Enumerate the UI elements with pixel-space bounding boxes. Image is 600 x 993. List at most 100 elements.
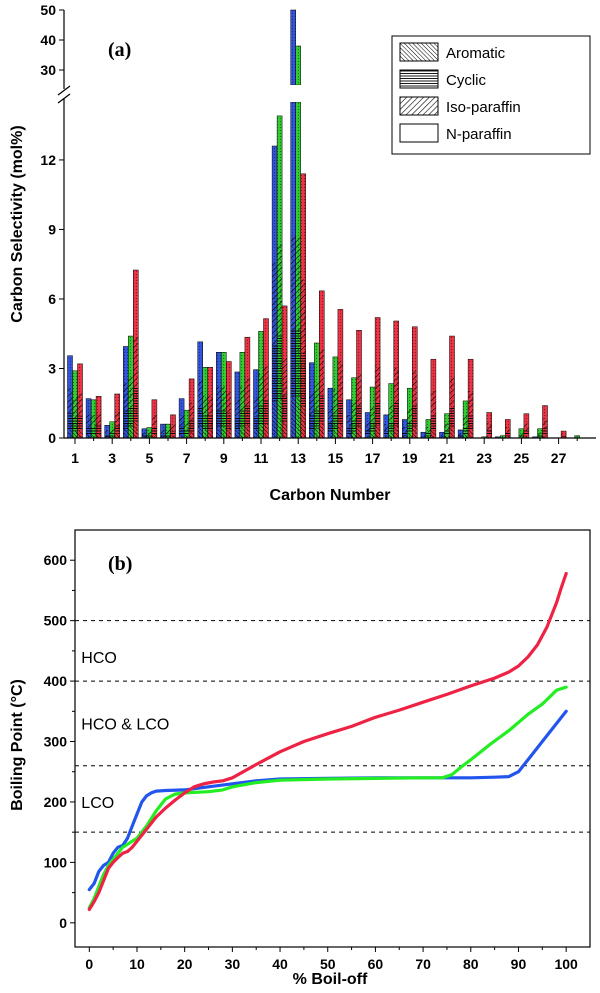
bar-band-iso-paraffin (258, 374, 264, 404)
bar-band-cyclic (523, 430, 529, 436)
legend-label-n-paraffin: N-paraffin (446, 126, 512, 143)
bar-band-cyclic (439, 436, 445, 438)
bar-band-aromatic (319, 423, 325, 438)
zone-label: HCO (81, 650, 117, 667)
x-tick-label: 25 (514, 450, 530, 466)
bar-band-cyclic (109, 433, 115, 437)
bar-band-cyclic (244, 405, 250, 426)
bar-band-cyclic (221, 410, 227, 428)
bar-band-iso-paraffin (463, 415, 469, 427)
bar-band-iso-paraffin (160, 429, 166, 434)
bar-band-iso-paraffin (290, 236, 296, 331)
bar-band-iso-paraffin (393, 367, 399, 403)
bar-band-aromatic (444, 435, 450, 438)
bar-band-iso-paraffin (327, 408, 333, 424)
y-tick-label: 500 (44, 613, 68, 629)
bar-band-cyclic (179, 426, 185, 435)
panel-b-y-axis-title: Boiling Point (°C) (9, 679, 26, 811)
bar-band-aromatic (109, 436, 115, 438)
x-tick-label: 80 (463, 956, 479, 972)
bar-band-aromatic (388, 432, 394, 438)
bar-band-iso-paraffin (574, 436, 580, 438)
bar-band-cyclic (146, 434, 152, 437)
bar-band-iso-paraffin (356, 373, 362, 406)
bar-band-iso-paraffin (412, 371, 418, 405)
bar-band-iso-paraffin (133, 337, 139, 388)
bar-band-cyclic (258, 403, 264, 426)
bar-band-aromatic (133, 421, 139, 438)
panel-a-y-axis-title: Carbon Selectivity (mol%) (9, 125, 26, 322)
bar-band-aromatic (407, 433, 413, 438)
panel-b-label: (b) (108, 553, 132, 575)
bar-band-aromatic (356, 427, 362, 438)
bar-band-cyclic (505, 432, 511, 437)
x-tick-label: 13 (290, 450, 306, 466)
panel-b-x-axis-title: % Boil-off (293, 971, 368, 988)
bar-band-iso-paraffin (77, 393, 83, 416)
bar-band-cyclic (282, 395, 288, 423)
bar-texture (295, 46, 301, 85)
bar-band-cyclic (216, 410, 222, 428)
bar-band-aromatic (327, 433, 333, 438)
bar-band-cyclic (272, 344, 278, 403)
y-tick-label: 0 (59, 915, 67, 931)
bar-band-iso-paraffin (263, 366, 269, 400)
x-tick-label: 10 (129, 956, 145, 972)
bar-band-cyclic (537, 435, 543, 438)
bar-band-aromatic (351, 431, 357, 438)
bar-band-cyclic (393, 402, 399, 427)
x-tick-label: 20 (177, 956, 193, 972)
bar-band-cyclic (207, 415, 213, 430)
bar-band-iso-paraffin (146, 431, 152, 435)
bar-band-aromatic (393, 426, 399, 438)
bar-band-aromatic (365, 435, 371, 438)
bar-band-cyclic (327, 423, 333, 434)
bar-band-cyclic (430, 414, 436, 431)
bar-band-cyclic (383, 431, 389, 436)
bar-band-aromatic (468, 430, 474, 438)
bar-band-aromatic (272, 402, 278, 438)
bar-band-cyclic (365, 430, 371, 436)
bar-band-iso-paraffin (365, 422, 371, 431)
bar-band-cyclic (189, 420, 195, 433)
bar-band-cyclic (165, 433, 171, 437)
bar-band-cyclic (86, 426, 92, 435)
bar-band-cyclic (561, 435, 567, 438)
bar-band-aromatic (309, 430, 315, 438)
bar-band-iso-paraffin (300, 279, 306, 354)
bar-band-aromatic (370, 432, 376, 438)
bar-band-iso-paraffin (67, 388, 73, 414)
bar-band-cyclic (197, 407, 203, 427)
bar-band-aromatic (375, 425, 381, 438)
axis-break-mark (57, 85, 71, 96)
bar-band-iso-paraffin (407, 408, 413, 424)
bar-band-iso-paraffin (337, 360, 343, 400)
bar-band-iso-paraffin (388, 405, 394, 422)
bar-band-aromatic (282, 422, 288, 438)
bar-band-aromatic (277, 399, 283, 438)
x-tick-label: 50 (320, 956, 336, 972)
bar-band-cyclic (91, 426, 97, 435)
bar-band-cyclic (96, 425, 102, 434)
bar-band-cyclic (160, 433, 166, 437)
bar-band-cyclic (234, 416, 240, 431)
bar-band-iso-paraffin (561, 433, 567, 436)
bar-band-cyclic (375, 401, 381, 426)
bar-band-iso-paraffin (272, 262, 278, 345)
bar-band-aromatic (253, 429, 259, 438)
panel-a-x-axis-title: Carbon Number (270, 487, 391, 504)
bar-band-aromatic (221, 427, 227, 438)
bar-band-iso-paraffin (370, 407, 376, 423)
bar-band-aromatic (216, 427, 222, 438)
bar-break-gap (290, 85, 312, 102)
y-tick-label: 30 (40, 62, 56, 78)
bar-band-iso-paraffin (141, 432, 147, 436)
bar-band-cyclic (133, 387, 139, 422)
bar-band-cyclic (402, 432, 408, 437)
bar-band-aromatic (151, 434, 157, 438)
x-tick-label: 17 (365, 450, 381, 466)
bar-band-cyclic (184, 429, 190, 436)
bar-band-aromatic (189, 432, 195, 438)
y-tick-label: 50 (40, 2, 56, 18)
